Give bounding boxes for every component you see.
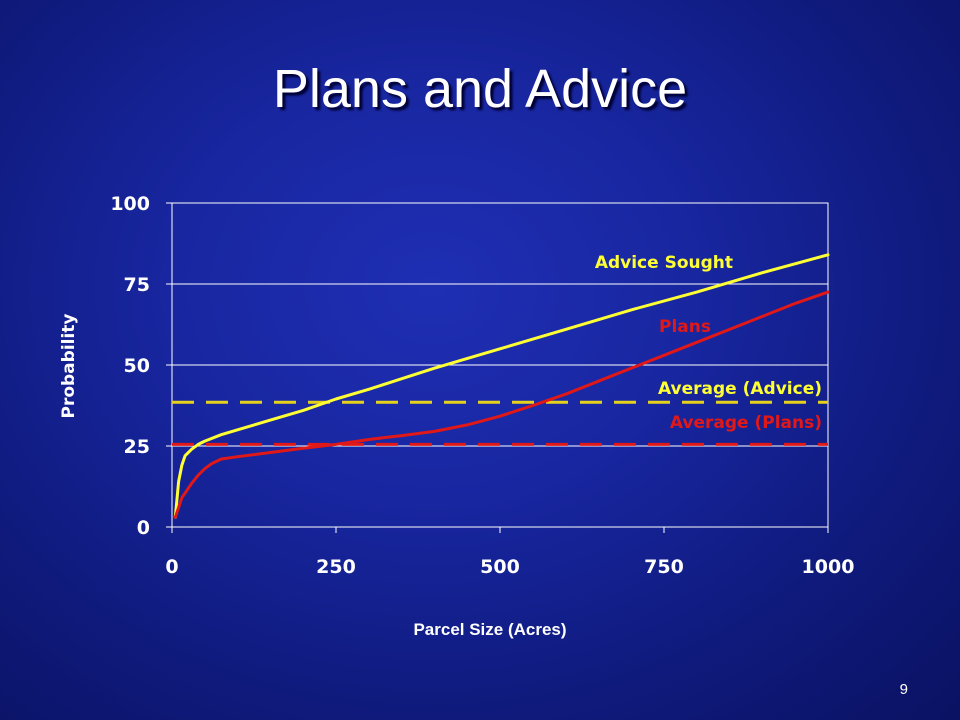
y-axis-ticks: 0 25 50 75 100 xyxy=(110,193,172,539)
gridlines xyxy=(172,283,828,447)
slide-number: 9 xyxy=(899,681,908,698)
y-tick-label-75: 75 xyxy=(124,274,150,296)
y-tick-label-100: 100 xyxy=(110,193,150,215)
x-tick-label-750: 750 xyxy=(644,556,684,578)
series-lines xyxy=(173,253,830,519)
reference-lines xyxy=(172,400,828,446)
label-average-advice: Average (Advice) xyxy=(658,379,822,399)
series-line-advice-sought xyxy=(173,253,830,519)
label-plans: Plans xyxy=(659,317,711,337)
x-tick-label-250: 250 xyxy=(316,556,356,578)
annotations: Advice Sought Plans Average (Advice) Averag… xyxy=(595,253,822,433)
y-tick-label-25: 25 xyxy=(124,436,150,458)
y-axis-label: Probability xyxy=(59,313,79,418)
x-axis-label: Parcel Size (Acres) xyxy=(413,620,566,639)
label-average-plans: Average (Plans) xyxy=(670,413,822,433)
slide-title: Plans and Advice xyxy=(272,59,688,119)
label-advice-sought: Advice Sought xyxy=(595,253,733,273)
series-line-plans xyxy=(173,290,830,519)
y-tick-label-0: 0 xyxy=(137,517,150,539)
x-tick-label-500: 500 xyxy=(480,556,520,578)
x-tick-label-0: 0 xyxy=(165,556,178,578)
x-tick-label-1000: 1000 xyxy=(802,556,855,578)
x-axis-ticks: 0 250 500 750 1000 xyxy=(165,527,854,578)
y-tick-label-50: 50 xyxy=(124,355,150,377)
